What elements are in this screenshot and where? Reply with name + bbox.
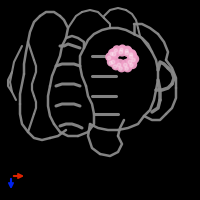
Circle shape	[123, 46, 132, 54]
Circle shape	[109, 61, 112, 65]
Circle shape	[113, 65, 117, 68]
Circle shape	[126, 56, 136, 66]
Circle shape	[125, 49, 128, 52]
Circle shape	[115, 59, 125, 69]
Circle shape	[107, 57, 116, 67]
Circle shape	[123, 63, 132, 72]
Circle shape	[117, 63, 126, 72]
Circle shape	[127, 50, 137, 61]
Circle shape	[114, 49, 117, 52]
Circle shape	[121, 59, 132, 69]
Circle shape	[129, 55, 133, 58]
Circle shape	[123, 47, 133, 57]
Circle shape	[128, 60, 132, 64]
Circle shape	[132, 58, 135, 62]
Circle shape	[117, 63, 121, 67]
Circle shape	[128, 49, 136, 58]
Circle shape	[125, 51, 129, 55]
Circle shape	[130, 54, 139, 64]
Circle shape	[109, 47, 121, 59]
Circle shape	[130, 64, 133, 67]
Circle shape	[112, 45, 121, 54]
Circle shape	[111, 60, 115, 64]
Circle shape	[110, 52, 113, 55]
Circle shape	[130, 53, 133, 56]
Circle shape	[120, 48, 123, 51]
Circle shape	[118, 44, 127, 53]
Circle shape	[105, 52, 115, 62]
Circle shape	[128, 60, 137, 69]
Circle shape	[109, 56, 119, 66]
Circle shape	[112, 52, 116, 56]
Circle shape	[107, 56, 111, 60]
Circle shape	[108, 49, 117, 57]
Circle shape	[124, 63, 127, 67]
Circle shape	[119, 67, 122, 70]
Circle shape	[116, 45, 128, 57]
Circle shape	[119, 50, 123, 54]
Circle shape	[125, 67, 128, 70]
Circle shape	[111, 61, 121, 70]
